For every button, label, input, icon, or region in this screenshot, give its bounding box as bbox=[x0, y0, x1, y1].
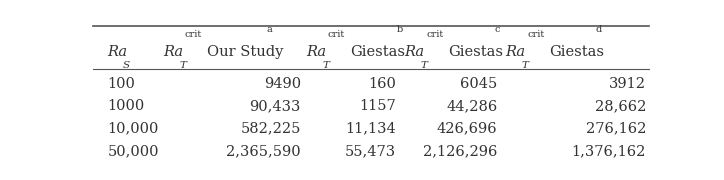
Text: Giestas: Giestas bbox=[550, 45, 605, 59]
Text: crit: crit bbox=[426, 30, 443, 39]
Text: 2,365,590: 2,365,590 bbox=[227, 144, 301, 158]
Text: 1000: 1000 bbox=[107, 99, 145, 113]
Text: T: T bbox=[521, 61, 529, 70]
Text: Ra: Ra bbox=[107, 45, 127, 59]
Text: Ra: Ra bbox=[306, 45, 327, 59]
Text: 10,000: 10,000 bbox=[107, 121, 159, 135]
Text: crit: crit bbox=[527, 30, 544, 39]
Text: crit: crit bbox=[185, 30, 202, 39]
Text: b: b bbox=[396, 25, 403, 34]
Text: S: S bbox=[123, 61, 130, 70]
Text: 55,473: 55,473 bbox=[345, 144, 396, 158]
Text: Giestas: Giestas bbox=[350, 45, 405, 59]
Text: Ra: Ra bbox=[505, 45, 526, 59]
Text: Ra: Ra bbox=[405, 45, 425, 59]
Text: Giestas: Giestas bbox=[448, 45, 503, 59]
Text: 44,286: 44,286 bbox=[446, 99, 497, 113]
Text: 426,696: 426,696 bbox=[437, 121, 497, 135]
Text: crit: crit bbox=[328, 30, 345, 39]
Text: T: T bbox=[179, 61, 186, 70]
Text: 6045: 6045 bbox=[460, 77, 497, 91]
Text: d: d bbox=[595, 25, 602, 34]
Text: T: T bbox=[421, 61, 427, 70]
Text: 11,134: 11,134 bbox=[345, 121, 396, 135]
Text: 160: 160 bbox=[369, 77, 396, 91]
Text: 90,433: 90,433 bbox=[250, 99, 301, 113]
Text: Ra: Ra bbox=[164, 45, 184, 59]
Text: T: T bbox=[322, 61, 329, 70]
Text: 1157: 1157 bbox=[360, 99, 396, 113]
Text: 276,162: 276,162 bbox=[586, 121, 646, 135]
Text: 3912: 3912 bbox=[609, 77, 646, 91]
Text: Our Study: Our Study bbox=[207, 45, 284, 59]
Text: 9490: 9490 bbox=[264, 77, 301, 91]
Text: 50,000: 50,000 bbox=[107, 144, 159, 158]
Text: a: a bbox=[266, 25, 272, 34]
Text: 582,225: 582,225 bbox=[240, 121, 301, 135]
Text: 28,662: 28,662 bbox=[594, 99, 646, 113]
Text: 100: 100 bbox=[107, 77, 135, 91]
Text: 2,126,296: 2,126,296 bbox=[423, 144, 497, 158]
Text: 1,376,162: 1,376,162 bbox=[572, 144, 646, 158]
Text: c: c bbox=[494, 25, 500, 34]
